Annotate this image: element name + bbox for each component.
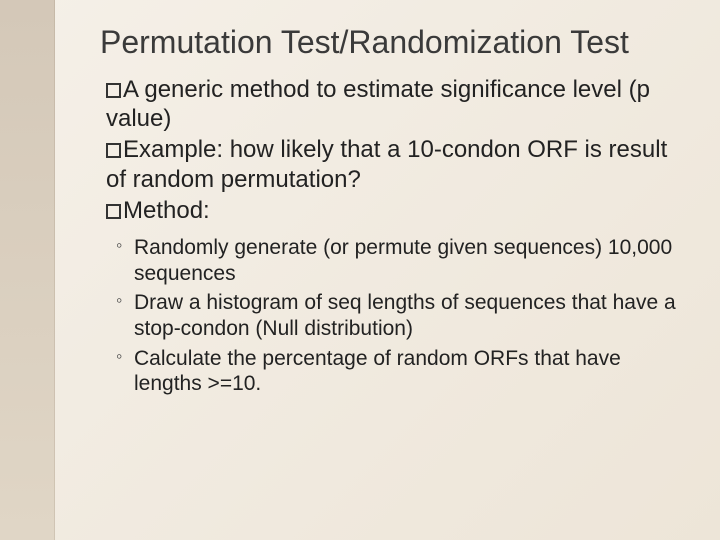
- square-bullet-icon: [106, 204, 121, 219]
- ring-bullet-icon: ◦: [116, 235, 122, 257]
- bullet-text: Method:: [123, 197, 210, 224]
- left-decor-band: [0, 0, 55, 540]
- square-bullet-icon: [106, 83, 121, 98]
- bullet-text: A generic method to estimate significanc…: [106, 76, 650, 132]
- bullet-item: Method:: [106, 196, 680, 225]
- sub-bullet-item: ◦ Calculate the percentage of random ORF…: [116, 346, 680, 397]
- sub-bullet-item: ◦ Draw a histogram of seq lengths of seq…: [116, 290, 680, 341]
- bullet-item: A generic method to estimate significanc…: [106, 75, 680, 134]
- main-bullet-list: A generic method to estimate significanc…: [100, 75, 680, 225]
- slide: Permutation Test/Randomization Test A ge…: [0, 0, 720, 540]
- square-bullet-icon: [106, 143, 121, 158]
- slide-title: Permutation Test/Randomization Test: [100, 24, 680, 61]
- ring-bullet-icon: ◦: [116, 346, 122, 368]
- ring-bullet-icon: ◦: [116, 290, 122, 312]
- sub-bullet-text: Randomly generate (or permute given sequ…: [134, 236, 672, 285]
- sub-bullet-list: ◦ Randomly generate (or permute given se…: [100, 235, 680, 397]
- sub-bullet-text: Draw a histogram of seq lengths of seque…: [134, 291, 676, 340]
- sub-bullet-item: ◦ Randomly generate (or permute given se…: [116, 235, 680, 286]
- sub-bullet-text: Calculate the percentage of random ORFs …: [134, 347, 621, 396]
- bullet-item: Example: how likely that a 10-condon ORF…: [106, 135, 680, 194]
- bullet-text: Example: how likely that a 10-condon ORF…: [106, 136, 667, 192]
